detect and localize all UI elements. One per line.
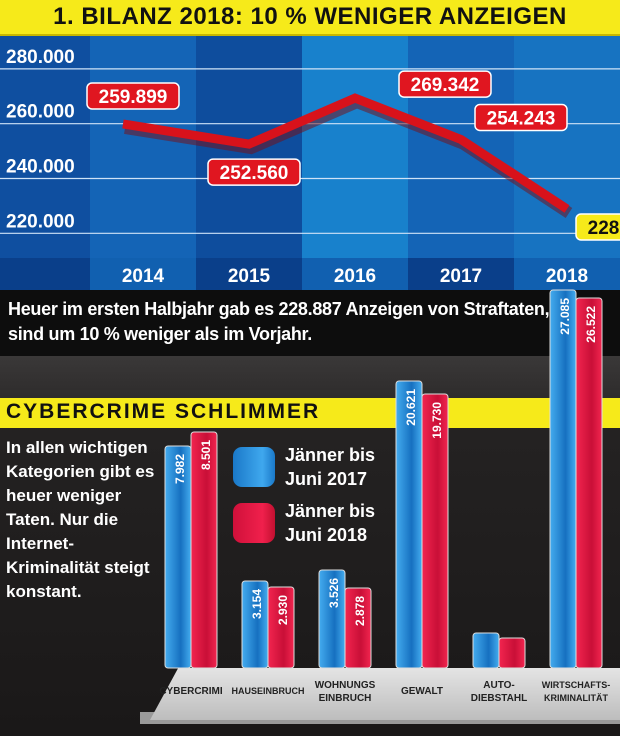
bar-value-label: 3.154	[250, 589, 264, 619]
x-axis-band	[408, 258, 514, 290]
bar-value-label: 7.982	[173, 454, 187, 484]
category-label: EINBRUCH	[319, 693, 372, 704]
bar-value-label: 2.930	[276, 595, 290, 625]
bar-2017	[549, 289, 577, 669]
x-tick-label: 2018	[546, 266, 588, 287]
bar-value-label: 26.522	[584, 306, 598, 343]
y-tick-label: 260.000	[6, 102, 75, 123]
y-tick-label: 240.000	[6, 157, 75, 178]
column-band	[90, 36, 196, 258]
category-label: WIRTSCHAFTS-	[542, 680, 611, 690]
x-axis-band	[90, 258, 196, 290]
x-axis-band	[514, 258, 620, 290]
data-label: 252.560	[220, 163, 289, 184]
category-label: AUTO-	[483, 680, 514, 691]
legend-item-2018: Jänner bis Juni 2018	[233, 499, 395, 547]
data-label-box	[86, 82, 180, 110]
data-line	[122, 93, 570, 213]
bar-value-label: 27.085	[558, 298, 572, 335]
platform	[150, 668, 620, 720]
legend-swatch-2017	[233, 447, 275, 487]
x-axis-band	[196, 258, 302, 290]
column-band	[302, 36, 408, 258]
category-label: HAUSEINBRUCH	[231, 686, 304, 696]
line-chart: 2014 2015 2016 2017 2018 220.000 240.000 260.00…	[0, 36, 620, 290]
legend-label-2018: Jänner bis Juni 2018	[285, 501, 376, 545]
bar-2018	[344, 587, 372, 669]
x-tick-label: 2014	[122, 266, 165, 287]
bar-chart-title: CYBERCRIME SCHLIMMER	[6, 400, 321, 423]
legend-item-2017: Jänner bis Juni 2017	[233, 443, 395, 491]
x-tick-label: 2016	[334, 266, 376, 287]
summary-text: Heuer im ersten Halbjahr gab es 228.887 …	[0, 290, 620, 356]
x-axis-band	[0, 258, 90, 290]
line-chart-title: 1. BILANZ 2018: 10 % WENIGER ANZEIGEN	[0, 0, 620, 36]
data-label-box	[474, 103, 568, 132]
bar-2017	[472, 632, 500, 669]
category-label: GEWALT	[401, 686, 443, 697]
data-label-box	[398, 70, 492, 98]
x-tick-label: 2017	[440, 266, 482, 287]
category-label: KRIMINALITÄT	[544, 693, 608, 703]
bar-2018	[190, 431, 218, 669]
y-tick-label: 280.000	[6, 47, 75, 68]
subtitle-bar	[0, 398, 620, 428]
category-label: CYBERCRIMI	[159, 686, 223, 697]
bar-2018	[575, 297, 603, 669]
data-label: 254.243	[487, 108, 556, 129]
y-tick-label: 220.000	[6, 211, 75, 232]
legend-label-2017: Jänner bis Juni 2017	[285, 445, 376, 489]
bar-value-label: 2.878	[353, 596, 367, 626]
data-label: 228.887	[588, 218, 620, 239]
category-label: WOHNUNGS	[315, 680, 376, 691]
data-label-box	[207, 158, 301, 186]
description-text: In allen wichtigen Kategorien gibt es he…	[6, 438, 155, 601]
data-label: 259.899	[99, 87, 168, 108]
bar-value-label: 20.621	[404, 389, 418, 426]
bar-2018	[498, 637, 526, 669]
data-label-box	[575, 213, 620, 241]
legend: Jänner bis Juni 2017 Jänner bis Juni 201…	[233, 443, 395, 555]
bar-2018	[421, 393, 449, 669]
bar-value-label: 3.526	[327, 578, 341, 608]
data-label: 269.342	[411, 75, 480, 96]
x-tick-label: 2015	[228, 266, 271, 287]
bar-2018	[267, 586, 295, 669]
category-label: DIEBSTAHL	[471, 693, 527, 704]
x-axis-band	[302, 258, 408, 290]
bar-value-label: 8.501	[199, 440, 213, 470]
legend-swatch-2018	[233, 503, 275, 543]
bar-value-label: 19.730	[430, 402, 444, 439]
